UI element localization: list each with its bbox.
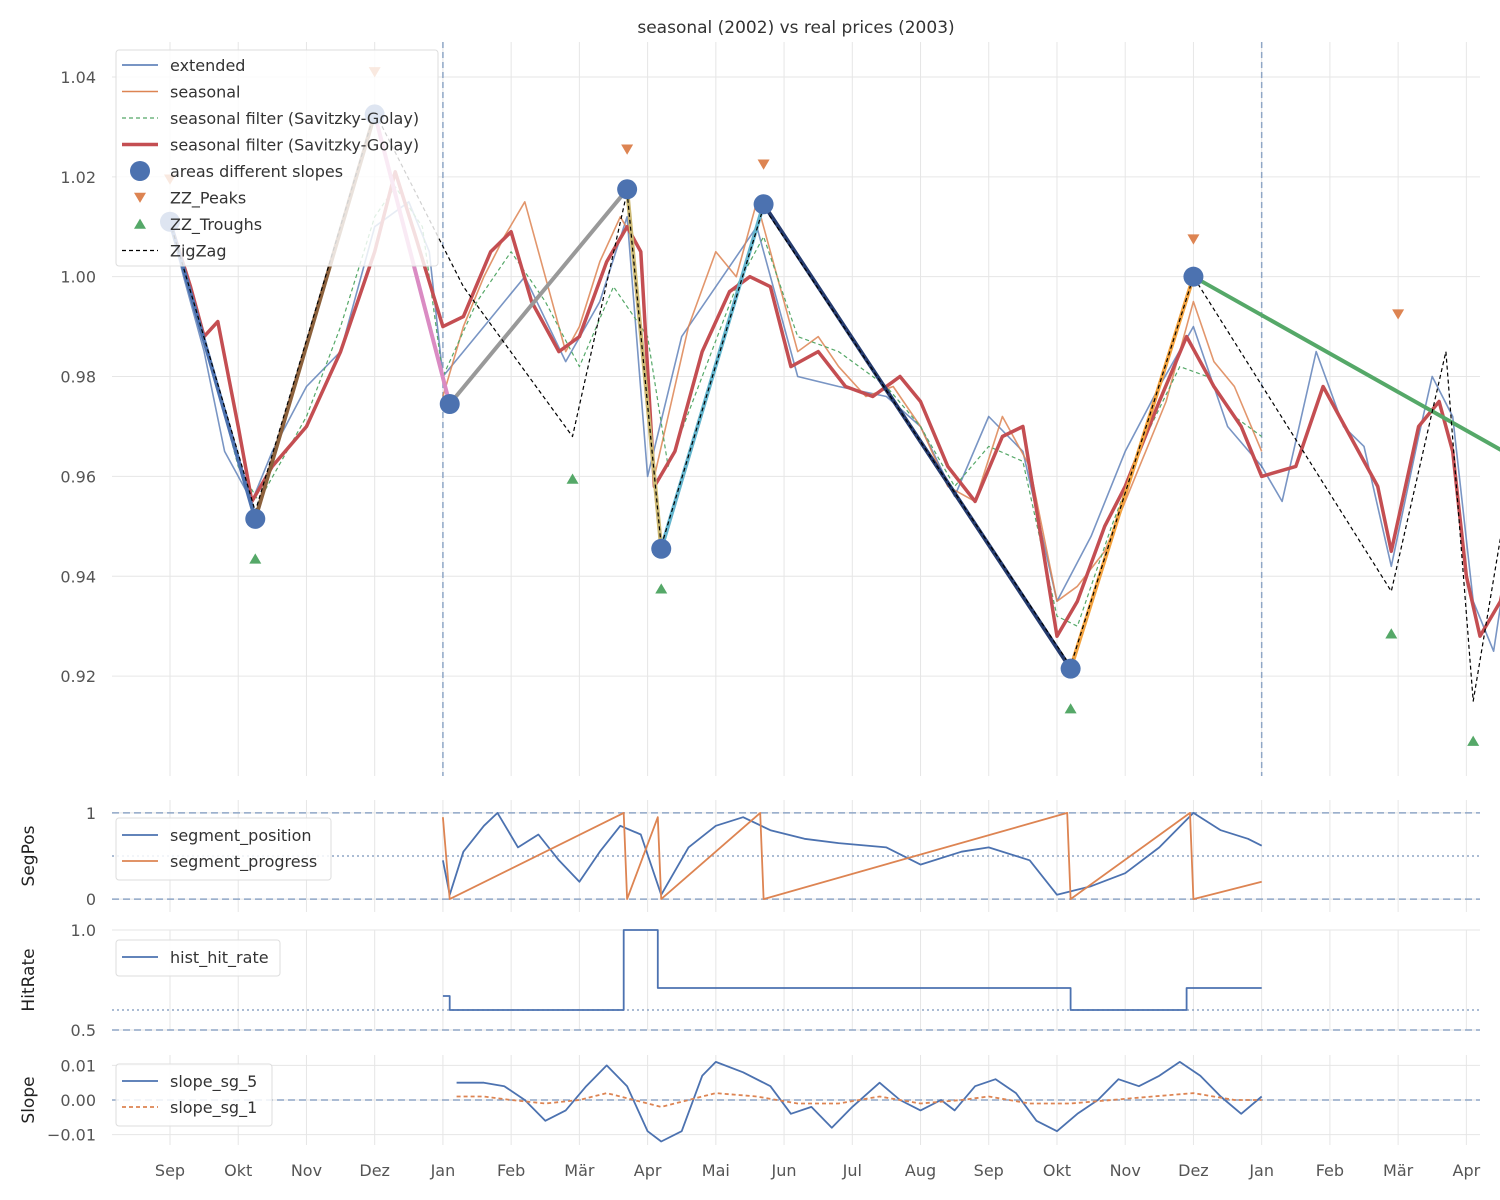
legend-label: seasonal filter (Savitzky-Golay) — [170, 109, 419, 128]
zz-trough-marker — [566, 473, 579, 484]
series-segment-position — [442, 812, 1263, 896]
legend-label: extended — [170, 56, 245, 75]
legend: segment_position segment_progress — [115, 817, 332, 881]
zz-peak-marker — [757, 159, 770, 170]
x-tick-labels: Sep Okt Nov Dez Jan Feb Mär Apr Mai Jun Jul Aug Sep O… — [155, 1161, 1481, 1180]
legend: slope_sg_5 slope_sg_1 — [115, 1063, 273, 1127]
x-tick-label: Jan — [430, 1161, 456, 1180]
y-tick-label: 0.5 — [71, 1021, 96, 1040]
panel-2: 0 1 SegPos — [19, 804, 1480, 909]
panel-4: −0.01 0.00 0.01 Slope — [19, 1056, 1480, 1145]
x-tick-label: Dez — [359, 1161, 390, 1180]
x-tick-label: Jan — [1248, 1161, 1274, 1180]
series-slope-sg-1 — [456, 1092, 1262, 1108]
y-axis-label: HitRate — [19, 948, 39, 1011]
x-tick-label: Nov — [1110, 1161, 1141, 1180]
zz-trough-marker — [1467, 735, 1480, 746]
area-point — [651, 538, 672, 559]
area-point — [245, 508, 266, 529]
y-tick-label: 0 — [86, 890, 96, 909]
zz-trough-marker — [249, 553, 262, 564]
y-tick-label: 0.92 — [60, 667, 96, 686]
x-tick-label: Dez — [1178, 1161, 1209, 1180]
series-slope-sg-5 — [456, 1061, 1263, 1143]
y-axis-label: Slope — [19, 1076, 39, 1123]
y-tick-label: 1.04 — [60, 68, 96, 87]
y-tick-label: −0.01 — [47, 1126, 96, 1145]
area-slope-segment — [761, 202, 1073, 671]
x-tick-label: Sep — [974, 1161, 1004, 1180]
legend-box — [115, 817, 332, 881]
legend-label: ZZ_Troughs — [170, 215, 262, 235]
x-tick-label: Apr — [1453, 1161, 1481, 1180]
zz-trough-marker — [655, 583, 668, 594]
x-gridlines — [169, 42, 1467, 1145]
zz-peak-marker — [1187, 234, 1200, 245]
legend-label: slope_sg_1 — [170, 1098, 257, 1118]
legend-label: segment_position — [170, 826, 312, 846]
legend-box — [115, 1063, 273, 1127]
legend-box — [115, 49, 439, 267]
legend-label: hist_hit_rate — [170, 948, 269, 968]
area-point — [617, 179, 638, 200]
x-tick-label: Jun — [771, 1161, 797, 1180]
x-tick-label: Mär — [564, 1161, 595, 1180]
x-tick-label: Jul — [842, 1161, 862, 1180]
legend-label: areas different slopes — [170, 162, 343, 181]
series-extended — [169, 201, 1500, 653]
x-tick-label: Mär — [1383, 1161, 1414, 1180]
area-point — [1060, 658, 1081, 679]
x-tick-label: Sep — [155, 1161, 185, 1180]
y-tick-label: 1.02 — [60, 168, 96, 187]
series-hist-hit-rate — [442, 929, 1262, 1011]
panel-3: 0.5 1.0 HitRate — [19, 921, 1480, 1040]
y-tick-label: 0.96 — [60, 467, 96, 486]
zz-peak-marker — [1392, 309, 1405, 320]
chart-title: seasonal (2002) vs real prices (2003) — [637, 18, 954, 38]
legend-box — [115, 939, 281, 977]
y-tick-label: 1.00 — [60, 268, 96, 287]
area-point — [439, 394, 460, 415]
x-tick-label: Okt — [1043, 1161, 1071, 1180]
legend: extended seasonal seasonal filter (Savitzk… — [115, 49, 439, 267]
legend-label: seasonal — [170, 83, 241, 102]
zz-peak-marker — [621, 144, 634, 155]
legend-label: segment_progress — [170, 852, 317, 872]
legend-label: slope_sg_5 — [170, 1072, 257, 1092]
y-tick-label: 1 — [86, 804, 96, 823]
legend-handle-peak — [134, 192, 146, 203]
legend-label: seasonal filter (Savitzky-Golay) — [170, 136, 419, 155]
series-segment-progress — [442, 812, 1262, 900]
y-axis-label: SegPos — [19, 825, 39, 886]
legend-handle-circle — [130, 161, 150, 181]
legend-handle-trough — [134, 218, 146, 229]
x-tick-label: Mai — [702, 1161, 730, 1180]
legend: hist_hit_rate — [115, 939, 281, 977]
y-tick-label: 1.0 — [71, 921, 96, 940]
x-tick-label: Feb — [1316, 1161, 1344, 1180]
legend-label: ZZ_Peaks — [170, 189, 246, 209]
x-tick-label: Nov — [291, 1161, 322, 1180]
y-tick-label: 0.94 — [60, 567, 96, 586]
area-point — [753, 194, 774, 215]
area-slope-segment — [447, 187, 630, 407]
zz-trough-marker — [1064, 703, 1077, 714]
x-tick-label: Apr — [634, 1161, 662, 1180]
area-slope-segment — [1191, 274, 1500, 452]
area-point — [1183, 266, 1204, 287]
y-tick-label: 0.98 — [60, 368, 96, 387]
legend-label: ZigZag — [170, 242, 226, 261]
x-tick-label: Feb — [497, 1161, 525, 1180]
zz-trough-marker — [1385, 628, 1398, 639]
x-tick-label: Aug — [905, 1161, 936, 1180]
y-tick-label: 0.01 — [60, 1056, 96, 1075]
x-tick-label: Okt — [224, 1161, 252, 1180]
y-tick-label: 0.00 — [60, 1091, 96, 1110]
